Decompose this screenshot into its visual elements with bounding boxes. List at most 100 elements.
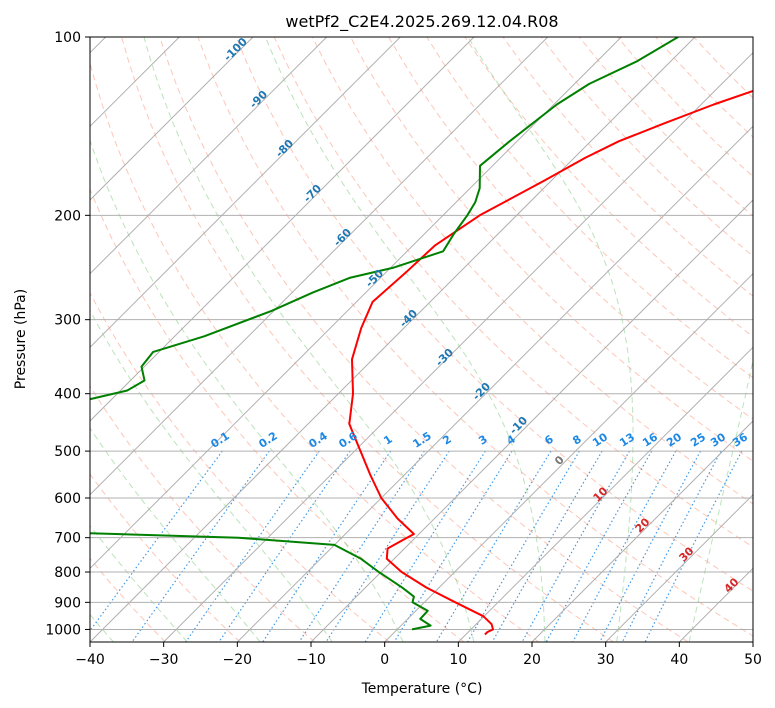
mixing-ratio-label: 0.6 — [336, 429, 360, 451]
moist-adiabat--30 — [90, 524, 188, 642]
y-tick-label: 700 — [54, 531, 81, 547]
dry-adiabat-390 — [464, 37, 753, 338]
mixing-ratio-line-36 — [644, 450, 743, 642]
plot-frame — [89, 36, 754, 643]
isotherm-line — [531, 420, 753, 642]
sounding-series — [90, 37, 753, 636]
isotherm-line — [752, 641, 753, 642]
x-tick-label: 50 — [744, 652, 762, 668]
mixing-ratio-label: 1.5 — [410, 429, 433, 451]
moist-adiabat-label: 0 — [552, 453, 567, 468]
mixing-ratio-label: 30 — [708, 430, 728, 449]
mixing-ratio-label: 0.2 — [256, 429, 279, 451]
mixing-ratio-label: 25 — [688, 430, 708, 449]
isotherm-line — [605, 493, 753, 642]
x-tick-label: −10 — [296, 652, 326, 668]
isotherm-line — [163, 51, 753, 642]
mixing-ratio-line-20 — [572, 450, 677, 642]
moist-adiabat-label: 10 — [591, 484, 611, 504]
mixing-ratio-line-0.2 — [131, 450, 270, 642]
x-tick-label: 40 — [670, 652, 688, 668]
moist-adiabat-10 — [143, 37, 475, 642]
mixing-ratio-label: 6 — [542, 432, 556, 447]
moist-adiabat-30 — [467, 37, 634, 642]
moist-adiabat-label: -80 — [273, 137, 296, 160]
dry-adiabat-260 — [90, 385, 316, 642]
moist-adiabat-label: 20 — [633, 515, 653, 535]
dry-adiabat-370 — [388, 37, 753, 420]
x-tick-label: −40 — [75, 652, 105, 668]
mixing-ratio-line-0.6 — [218, 450, 351, 642]
dry-adiabat-380 — [426, 37, 753, 379]
dry-adiabat-360 — [350, 37, 753, 462]
moist-adiabat-0 — [90, 138, 404, 642]
y-tick-label: 900 — [54, 595, 81, 611]
mixing-ratio-line-6 — [435, 450, 552, 642]
y-tick-label: 300 — [54, 313, 81, 329]
dry-adiabat-350 — [311, 37, 753, 505]
dry-adiabat-270 — [90, 291, 390, 642]
moist-adiabat-40 — [688, 357, 753, 642]
moist-adiabat-label: 30 — [677, 544, 697, 564]
x-axis-label: Temperature (°C) — [361, 681, 483, 697]
isotherm-line — [310, 199, 753, 642]
mixing-ratio-label: 2 — [440, 433, 454, 448]
moist-adiabat-label: -70 — [301, 182, 324, 205]
mixing-ratio-line-10 — [491, 450, 603, 642]
mixing-ratio-line-0.1 — [90, 450, 223, 632]
dry-adiabat-420 — [578, 37, 753, 217]
dry-adiabat-250 — [90, 473, 241, 642]
mixing-ratio-line-1 — [262, 450, 392, 642]
x-tick-label: 30 — [597, 652, 615, 668]
mixing-ratio-line-30 — [621, 450, 722, 642]
y-tick-label: 200 — [54, 208, 81, 224]
axis-ticks: −40 −30 −20 −10 0 10 20 30 40 5010020030040050060… — [45, 30, 762, 668]
moist-adiabat-label: -90 — [247, 88, 270, 111]
y-tick-label: 600 — [54, 491, 81, 507]
mixing-ratio-label: 1 — [381, 433, 395, 448]
isotherm-line — [90, 37, 254, 201]
mixing-ratio-label: 16 — [640, 430, 660, 449]
dry-adiabat-340 — [273, 37, 753, 548]
x-tick-label: 10 — [449, 652, 467, 668]
reference-grid — [90, 37, 753, 642]
moist-adiabat--10 — [90, 309, 333, 642]
dry-adiabat-280 — [90, 188, 465, 642]
moist-adiabat-label: 40 — [722, 575, 742, 595]
mixing-ratio-label: 0.1 — [208, 429, 231, 451]
y-tick-label: 800 — [54, 565, 81, 581]
mixing-ratio-line-0.4 — [185, 450, 320, 642]
y-tick-label: 400 — [54, 387, 81, 403]
mixing-ratio-line-16 — [545, 450, 653, 642]
x-tick-label: −30 — [149, 652, 179, 668]
mixing-ratio-line-13 — [521, 450, 631, 642]
y-tick-label: 500 — [54, 444, 81, 460]
y-tick-label: 100 — [54, 30, 81, 46]
dry-adiabat-450 — [693, 37, 753, 99]
x-tick-label: 20 — [523, 652, 541, 668]
dry-adiabat-310 — [159, 37, 689, 642]
isotherm-line — [90, 37, 401, 349]
moist-adiabat-label: -60 — [331, 226, 354, 249]
isotherm-line — [90, 37, 622, 570]
moist-adiabat-label: -30 — [433, 346, 456, 369]
x-tick-label: 0 — [380, 652, 389, 668]
isotherm-line — [236, 125, 753, 642]
moist-adiabat--20 — [90, 427, 261, 642]
isotherm-line — [457, 346, 753, 642]
mixing-ratio-label: 13 — [617, 430, 637, 449]
isotherm-line — [90, 37, 475, 422]
y-tick-label: 1000 — [45, 622, 81, 638]
isotherm-line — [90, 37, 696, 642]
mixing-ratio-label: 0.4 — [306, 429, 330, 451]
isotherm-line — [384, 272, 753, 642]
dry-adiabat-300 — [121, 37, 614, 642]
dry-adiabat-400 — [502, 37, 753, 297]
y-axis-label: Pressure (hPa) — [13, 289, 29, 389]
moist-adiabat-20 — [264, 37, 546, 642]
dry-adiabat-330 — [235, 37, 753, 592]
mixing-ratio-line-2 — [325, 450, 450, 642]
dry-adiabat-440 — [655, 37, 753, 138]
isotherm-line — [90, 37, 549, 496]
